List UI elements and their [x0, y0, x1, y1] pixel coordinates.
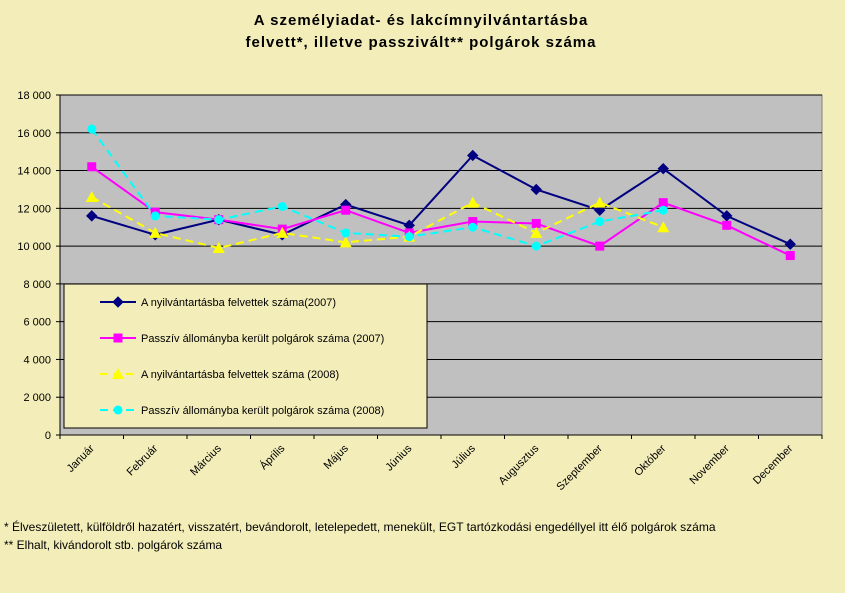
x-tick-label: Augusztus	[497, 442, 542, 487]
data-point-series-3	[466, 196, 479, 208]
x-tick-label: Július	[449, 442, 478, 471]
data-point-series-3	[530, 226, 543, 238]
chart-title-line-1: A személyiadat- és lakcímnyilvántartásba	[254, 12, 589, 29]
data-point-series-4	[404, 232, 414, 242]
y-tick-label: 12 000	[17, 203, 51, 215]
footnote-2: ** Elhalt, kivándorolt stb. polgárok szá…	[4, 538, 223, 552]
data-point-series-1	[530, 183, 542, 196]
data-point-series-2	[341, 205, 351, 215]
chart-title-line-2: felvett*, illetve passzivált** polgárok …	[246, 34, 597, 51]
series-line-3	[91, 196, 664, 250]
data-point-series-4	[595, 217, 605, 227]
data-point-series-3	[339, 236, 352, 248]
data-point-series-2	[722, 220, 732, 230]
y-tick-label: 2 000	[23, 392, 51, 404]
data-point-series-3	[149, 226, 162, 238]
data-point-series-2	[87, 162, 97, 172]
legend-label-4: Passzív állományba került polgárok száma…	[141, 405, 384, 417]
data-point-series-3	[212, 242, 225, 253]
data-point-series-1	[594, 204, 606, 216]
data-point-series-4	[87, 124, 97, 134]
legend-label-3: A nyilvántartásba felvettek száma (2008)	[141, 369, 339, 381]
x-tick-label: Október	[632, 442, 668, 478]
data-point-series-4	[277, 201, 287, 211]
footnote-1: * Élveszületett, külföldről hazatért, vi…	[4, 520, 716, 534]
data-point-series-3	[85, 191, 98, 202]
data-point-series-3	[657, 221, 670, 233]
data-point-series-4	[150, 211, 160, 221]
x-tick-label: Április	[257, 442, 288, 473]
data-point-series-2	[531, 218, 541, 228]
data-point-series-4	[468, 222, 478, 232]
x-tick-label: Február	[125, 442, 161, 478]
legend-label-2: Passzív állományba került polgárok száma…	[141, 333, 384, 345]
legend-marker-2	[113, 333, 123, 343]
x-tick-label: Június	[383, 442, 414, 473]
x-tick-label: Szeptember	[554, 442, 605, 493]
x-tick-label: Március	[188, 442, 224, 478]
data-point-series-2	[658, 198, 668, 208]
legend-marker-4	[113, 405, 123, 415]
y-tick-label: 8 000	[23, 279, 51, 291]
series-line-1	[91, 154, 791, 246]
data-point-series-4	[341, 228, 351, 238]
legend-marker-3	[112, 368, 124, 379]
data-point-series-4	[658, 205, 668, 215]
data-point-series-2	[595, 241, 605, 251]
y-tick-label: 4 000	[23, 354, 51, 366]
y-tick-label: 10 000	[17, 241, 51, 253]
x-tick-label: November	[688, 442, 733, 487]
data-point-series-1	[657, 162, 669, 175]
legend-marker-1	[112, 296, 124, 308]
data-point-series-1	[467, 149, 479, 162]
data-point-series-4	[531, 241, 541, 251]
legend-box	[63, 283, 428, 429]
y-tick-label: 16 000	[17, 128, 51, 140]
y-tick-label: 18 000	[17, 90, 51, 102]
x-tick-label: Január	[65, 442, 98, 475]
y-tick-label: 6 000	[23, 317, 51, 329]
x-tick-label: Május	[322, 442, 352, 472]
data-point-series-3	[593, 196, 606, 208]
data-point-series-4	[214, 215, 224, 225]
y-tick-label: 14 000	[17, 166, 51, 178]
legend-label-1: A nyilvántartásba felvettek száma(2007)	[141, 297, 336, 309]
data-point-series-1	[86, 210, 98, 222]
x-tick-label: December	[751, 442, 796, 487]
data-point-series-2	[468, 217, 478, 227]
data-point-series-1	[784, 238, 796, 250]
data-point-series-2	[785, 251, 795, 261]
data-point-series-3	[276, 226, 289, 238]
y-tick-label: 0	[45, 430, 51, 442]
